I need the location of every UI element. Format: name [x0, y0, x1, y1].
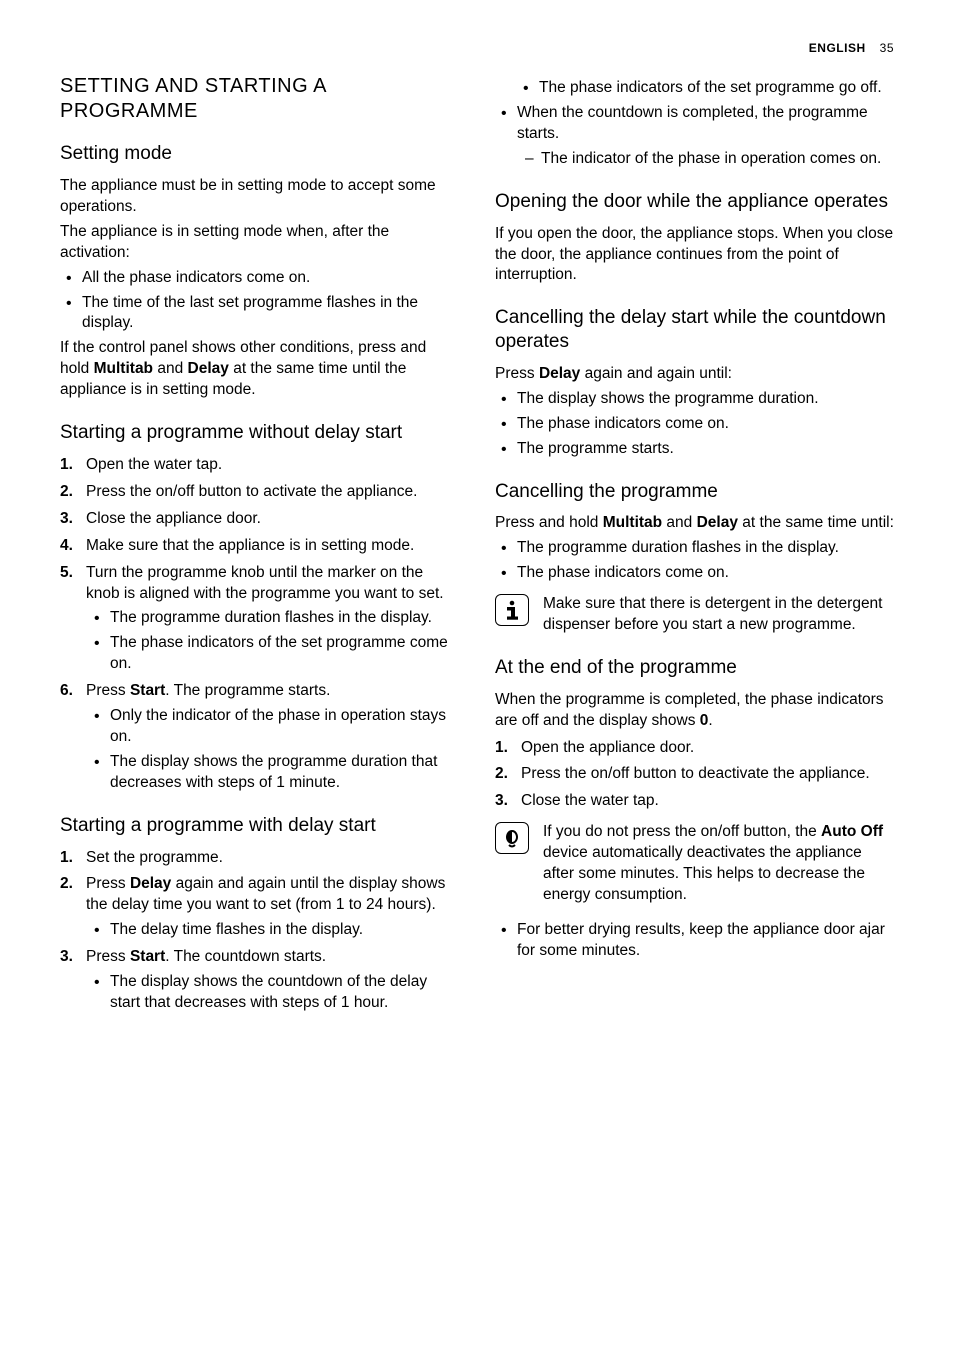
- cancel-delay-bullets: The display shows the programme duration…: [495, 389, 894, 460]
- carryover-dash: The indicator of the phase in operation …: [521, 149, 894, 170]
- eco-note: If you do not press the on/off button, t…: [495, 822, 894, 906]
- list-item: 6.Press Start. The programme starts. Onl…: [60, 681, 459, 794]
- list-item: The phase indicators come on.: [495, 414, 894, 435]
- header-page-number: 35: [880, 41, 894, 55]
- setting-mode-bullets: All the phase indicators come on. The ti…: [60, 268, 459, 335]
- content-columns: SETTING AND STARTING A PROGRAMME Setting…: [60, 74, 894, 1020]
- list-item: All the phase indicators come on.: [60, 268, 459, 289]
- list-item: When the countdown is completed, the pro…: [495, 103, 894, 170]
- list-item: The programme starts.: [495, 439, 894, 460]
- info-note: Make sure that there is detergent in the…: [495, 594, 894, 636]
- sub-bullets: The programme duration flashes in the di…: [90, 608, 459, 675]
- setting-mode-p2: The appliance is in setting mode when, a…: [60, 222, 459, 264]
- end-final-bullets: For better drying results, keep the appl…: [495, 920, 894, 962]
- list-item: For better drying results, keep the appl…: [495, 920, 894, 962]
- heading-cancel-delay: Cancelling the delay start while the cou…: [495, 306, 894, 354]
- list-item: 2.Press the on/off button to deactivate …: [495, 764, 894, 785]
- list-item: The delay time flashes in the display.: [90, 920, 459, 941]
- eco-icon: [495, 822, 529, 854]
- header-language: ENGLISH: [809, 41, 866, 55]
- list-item: 2.Press the on/off button to activate th…: [60, 482, 459, 503]
- sub-bullets: The delay time flashes in the display.: [90, 920, 459, 941]
- list-item: The phase indicators come on.: [495, 563, 894, 584]
- left-column: SETTING AND STARTING A PROGRAMME Setting…: [60, 74, 459, 1020]
- list-item: Only the indicator of the phase in opera…: [90, 706, 459, 748]
- list-item: The phase indicators of the set programm…: [90, 633, 459, 675]
- list-item: 3.Close the appliance door.: [60, 509, 459, 530]
- list-item: The display shows the countdown of the d…: [90, 972, 459, 1014]
- list-item: 3.Press Start. The countdown starts. The…: [60, 947, 459, 1014]
- list-item: The programme duration flashes in the di…: [495, 538, 894, 559]
- heading-start-with: Starting a programme with delay start: [60, 814, 459, 838]
- page-header: ENGLISH 35: [60, 40, 894, 56]
- list-item: 4.Make sure that the appliance is in set…: [60, 536, 459, 557]
- list-item: The indicator of the phase in operation …: [521, 149, 894, 170]
- end-steps: 1.Open the appliance door. 2.Press the o…: [495, 738, 894, 813]
- setting-mode-p3: If the control panel shows other conditi…: [60, 338, 459, 401]
- end-p: When the programme is completed, the pha…: [495, 690, 894, 732]
- list-item: 2.Press Delay again and again until the …: [60, 874, 459, 941]
- info-icon: [495, 594, 529, 626]
- carryover-bullets: When the countdown is completed, the pro…: [495, 103, 894, 170]
- list-item: 1.Set the programme.: [60, 848, 459, 869]
- eco-note-text: If you do not press the on/off button, t…: [543, 822, 894, 906]
- carryover-inner-bullets: The phase indicators of the set programm…: [517, 78, 894, 99]
- sub-bullets: Only the indicator of the phase in opera…: [90, 706, 459, 794]
- list-item: The display shows the programme duration…: [90, 752, 459, 794]
- cancel-prog-bullets: The programme duration flashes in the di…: [495, 538, 894, 584]
- start-without-steps: 1.Open the water tap. 2.Press the on/off…: [60, 455, 459, 794]
- list-item: 1.Open the appliance door.: [495, 738, 894, 759]
- opening-p: If you open the door, the appliance stop…: [495, 224, 894, 287]
- list-item: 1.Open the water tap.: [60, 455, 459, 476]
- heading-end: At the end of the programme: [495, 656, 894, 680]
- setting-mode-p1: The appliance must be in setting mode to…: [60, 176, 459, 218]
- heading-setting-mode: Setting mode: [60, 142, 459, 166]
- heading-cancel-prog: Cancelling the programme: [495, 480, 894, 504]
- list-item: 5.Turn the programme knob until the mark…: [60, 563, 459, 676]
- list-item: The display shows the programme duration…: [495, 389, 894, 410]
- main-heading: SETTING AND STARTING A PROGRAMME: [60, 74, 459, 124]
- heading-start-without: Starting a programme without delay start: [60, 421, 459, 445]
- right-column: The phase indicators of the set programm…: [495, 74, 894, 1020]
- sub-bullets: The display shows the countdown of the d…: [90, 972, 459, 1014]
- cancel-prog-p: Press and hold Multitab and Delay at the…: [495, 513, 894, 534]
- list-item: The programme duration flashes in the di…: [90, 608, 459, 629]
- list-item: 3.Close the water tap.: [495, 791, 894, 812]
- list-item: The time of the last set programme flash…: [60, 293, 459, 335]
- info-note-text: Make sure that there is detergent in the…: [543, 594, 894, 636]
- start-with-steps: 1.Set the programme. 2.Press Delay again…: [60, 848, 459, 1014]
- heading-opening: Opening the door while the appliance ope…: [495, 190, 894, 214]
- list-item: The phase indicators of the set programm…: [517, 78, 894, 99]
- cancel-delay-p: Press Delay again and again until:: [495, 364, 894, 385]
